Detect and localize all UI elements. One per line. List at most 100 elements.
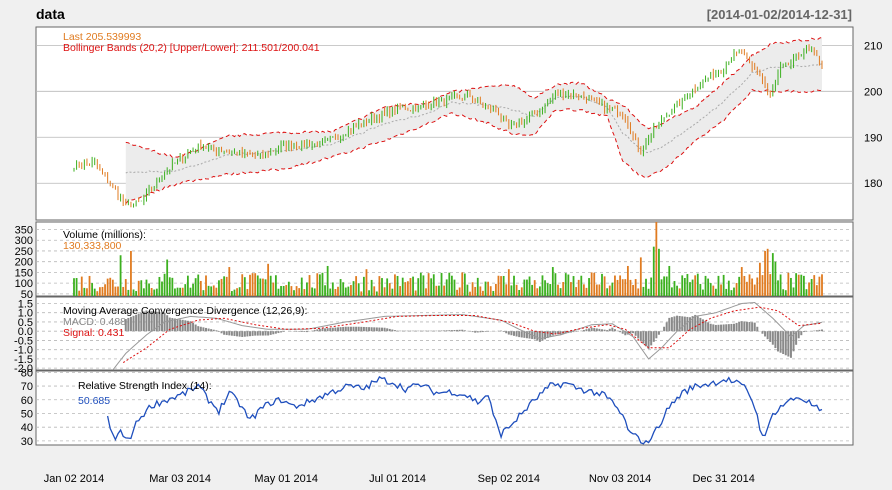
volume-bar [155, 288, 158, 296]
volume-bar [290, 286, 293, 296]
volume-bar [526, 279, 528, 296]
macd-histogram-bar [756, 326, 759, 332]
macd-histogram-bar [663, 326, 666, 332]
vol-tick-label: 50 [21, 289, 33, 301]
macd-histogram-bar [228, 331, 231, 336]
rsi-value: 50.685 [78, 395, 110, 407]
macd-tick-label: 1.0 [18, 308, 33, 320]
volume-bar [702, 289, 704, 296]
macd-tick-label: 0.0 [18, 326, 33, 338]
macd-histogram-bar [173, 318, 176, 332]
volume-bar [580, 275, 583, 296]
macd-histogram-bar [254, 331, 257, 336]
volume-bar [538, 286, 541, 296]
macd-histogram-bar [205, 327, 207, 332]
macd-histogram-bar [342, 326, 345, 332]
volume-bar [422, 275, 425, 296]
volume-bar [298, 288, 301, 296]
macd-histogram-bar [694, 314, 697, 332]
macd-histogram-bar [650, 331, 653, 346]
volume-bar [738, 276, 741, 296]
volume-bar [544, 280, 546, 296]
macd-histogram-bar [481, 331, 484, 333]
volume-bar [293, 290, 295, 296]
macd-histogram-bar [153, 311, 156, 332]
macd-histogram-bar [391, 329, 394, 332]
x-axis-label: Mar 03 2014 [149, 473, 211, 485]
volume-bar [78, 290, 81, 296]
macd-value: MACD: 0.488 [63, 316, 126, 328]
macd-histogram-bar [572, 331, 575, 333]
macd-histogram-bar [137, 313, 140, 332]
volume-bar [528, 276, 531, 296]
volume-bar [523, 279, 526, 296]
macd-histogram-bar [626, 331, 629, 335]
volume-bar [450, 275, 453, 296]
volume-bar [533, 280, 536, 296]
volume-bar [355, 276, 358, 296]
volume-bar [725, 288, 728, 296]
volume-bar [220, 278, 223, 296]
macd-histogram-bar [329, 327, 332, 332]
macd-histogram-bar [269, 331, 272, 335]
volume-bar [790, 277, 792, 296]
volume-bar [360, 291, 363, 296]
macd-histogram-bar [479, 331, 482, 333]
volume-bar [243, 277, 246, 296]
volume-bar [342, 282, 345, 296]
volume-bar [650, 277, 653, 296]
macd-histogram-bar [272, 331, 275, 335]
volume-bar [797, 274, 800, 296]
macd-histogram-bar [645, 331, 647, 347]
macd-histogram-bar [764, 331, 767, 337]
rsi-tick-label: 50 [21, 408, 33, 420]
macd-tick-label: 0.5 [18, 317, 33, 329]
macd-histogram-bar [142, 311, 145, 332]
macd-histogram-bar [215, 330, 218, 332]
volume-bar [722, 274, 725, 296]
volume-bar [432, 274, 435, 296]
volume-bar [500, 276, 502, 296]
volume-bar [482, 290, 484, 296]
volume-bar [487, 281, 490, 296]
volume-bar [484, 281, 487, 296]
volume-bar [414, 290, 417, 296]
volume-bar [629, 279, 632, 296]
macd-tick-label: -0.5 [14, 335, 33, 347]
volume-bar [409, 277, 412, 296]
macd-histogram-bar [730, 323, 733, 332]
macd-histogram-bar [712, 324, 715, 332]
macd-histogram-bar [593, 328, 596, 332]
macd-title: Moving Average Convergence Divergence (1… [63, 305, 307, 317]
volume-bar [339, 279, 342, 296]
macd-histogram-bar [186, 320, 189, 332]
volume-bar [241, 274, 244, 296]
macd-histogram-bar [256, 331, 259, 336]
volume-bar [531, 284, 534, 296]
macd-histogram-bar [771, 331, 774, 345]
volume-bar [699, 283, 702, 296]
macd-histogram-bar [246, 331, 249, 337]
volume-bar [124, 279, 127, 296]
volume-bar [551, 267, 554, 296]
volume-bar [197, 274, 200, 296]
volume-bar [611, 282, 614, 296]
volume-bar [119, 255, 122, 296]
signal-line [122, 306, 823, 364]
volume-bar [764, 250, 766, 296]
macd-histogram-bar [689, 317, 691, 332]
volume-bar [505, 284, 508, 296]
macd-histogram-bar [440, 330, 443, 332]
volume-bar [80, 276, 83, 296]
volume-bar [259, 278, 262, 296]
volume-bar [238, 287, 241, 296]
volume-bar [554, 273, 557, 296]
macd-histogram-bar [523, 331, 526, 338]
volume-bar [645, 278, 647, 296]
macd-histogram-bar [699, 317, 702, 332]
volume-bar [104, 284, 106, 296]
vol-tick-label: 150 [15, 267, 33, 279]
macd-histogram-bar [241, 331, 244, 337]
macd-histogram-bar [740, 321, 743, 332]
volume-bar [658, 248, 660, 296]
